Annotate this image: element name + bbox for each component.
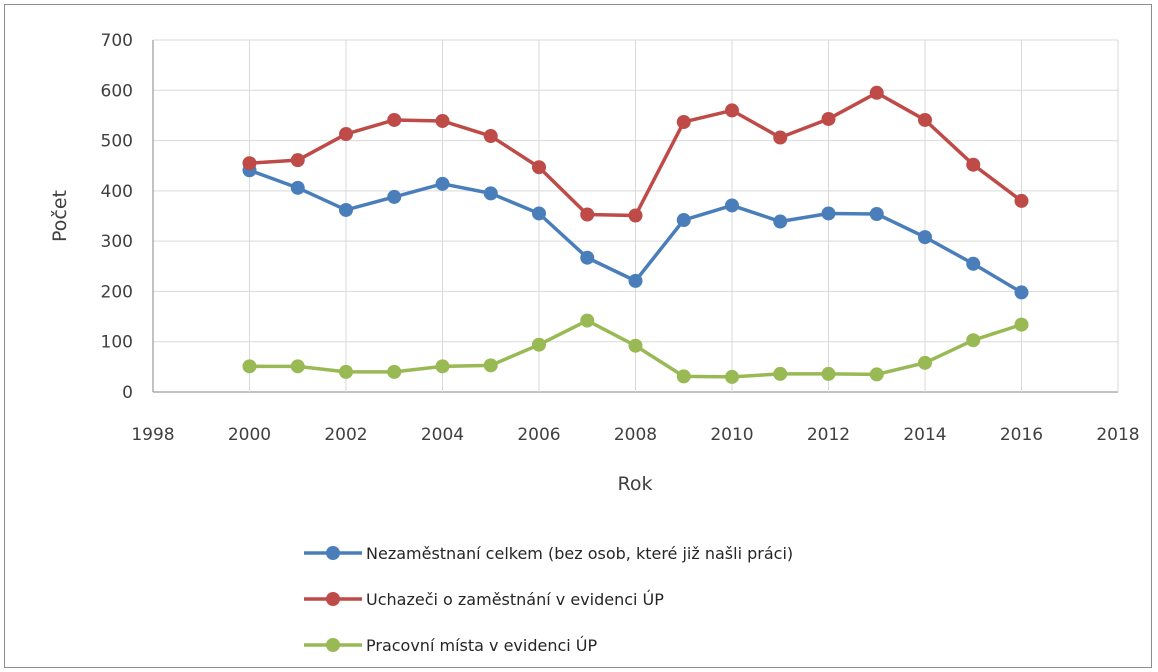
x-tick-labels: 1998 2000 2002 2004 2006 2008 2010 2012 2014 2016… — [131, 425, 1139, 445]
data-point — [339, 202, 353, 217]
data-point — [773, 214, 788, 229]
data-point — [580, 250, 595, 265]
data-point — [773, 130, 788, 145]
y-tick-label: 0 — [122, 383, 133, 403]
data-point — [242, 359, 257, 374]
data-point — [532, 206, 546, 221]
legend-label-1: Nezaměstnaní celkem (bez osob, které již… — [366, 544, 793, 563]
x-tick-label: 2016 — [1000, 425, 1043, 445]
data-point — [483, 129, 498, 144]
x-tick-label: 2008 — [614, 425, 657, 445]
data-point — [435, 113, 450, 128]
data-point — [628, 273, 643, 288]
data-point — [290, 359, 305, 374]
legend-marker-3 — [326, 638, 340, 652]
data-point — [483, 358, 498, 373]
y-tick-label: 200 — [101, 282, 133, 302]
grid-lines — [152, 39, 1119, 393]
x-tick-label: 2000 — [228, 425, 271, 445]
chart-frame — [4, 4, 1152, 668]
data-point — [580, 207, 595, 222]
data-point — [1014, 317, 1029, 332]
y-tick-label: 400 — [101, 182, 133, 202]
data-point — [1014, 285, 1029, 300]
data-point — [869, 367, 884, 382]
legend-marker-1 — [326, 546, 340, 560]
data-point — [725, 103, 739, 118]
legend: Nezaměstnaní celkem (bez osob, které již… — [304, 544, 793, 655]
data-point — [676, 114, 691, 129]
x-tick-label: 2018 — [1096, 425, 1139, 445]
data-point — [773, 366, 788, 381]
data-point — [821, 111, 836, 126]
data-point — [628, 208, 643, 223]
x-tick-label: 2010 — [710, 425, 753, 445]
data-point — [339, 364, 353, 379]
y-tick-label: 300 — [101, 232, 133, 252]
data-point — [966, 333, 981, 348]
data-point — [435, 176, 450, 191]
y-tick-label: 600 — [101, 81, 133, 101]
legend-marker-2 — [326, 592, 340, 606]
data-point — [435, 359, 450, 374]
legend-label-2: Uchazeči o zaměstnání v evidenci ÚP — [366, 590, 664, 609]
y-tick-label: 100 — [101, 333, 133, 353]
x-tick-label: 2012 — [807, 425, 850, 445]
data-point — [918, 355, 932, 370]
x-axis-title: Rok — [618, 473, 653, 495]
data-point — [387, 364, 402, 379]
data-point — [580, 313, 595, 328]
data-point — [242, 156, 257, 171]
x-tick-label: 1998 — [131, 425, 174, 445]
data-point — [1014, 193, 1029, 208]
data-point — [676, 213, 691, 228]
data-point — [532, 160, 546, 175]
data-point — [339, 127, 353, 142]
data-point — [628, 338, 643, 353]
data-point — [290, 153, 305, 168]
data-point — [725, 198, 739, 213]
x-tick-label: 2014 — [903, 425, 946, 445]
data-point — [532, 337, 546, 352]
data-point — [290, 180, 305, 195]
data-point — [387, 112, 402, 127]
data-point — [869, 206, 884, 221]
data-point — [918, 230, 932, 245]
x-tick-label: 2006 — [517, 425, 560, 445]
data-point — [821, 366, 836, 381]
y-axis-title: Počet — [49, 190, 71, 242]
data-point — [821, 206, 836, 221]
data-point — [676, 369, 691, 384]
data-point — [387, 189, 402, 204]
data-point — [483, 186, 498, 201]
y-tick-labels: 0 100 200 300 400 500 600 700 — [101, 31, 133, 403]
data-point — [966, 157, 981, 172]
data-point — [918, 112, 932, 127]
x-tick-label: 2002 — [324, 425, 367, 445]
y-tick-label: 500 — [101, 132, 133, 152]
plot-area — [242, 85, 1029, 384]
data-point — [966, 256, 981, 271]
x-tick-label: 2004 — [421, 425, 464, 445]
y-tick-label: 700 — [101, 31, 133, 51]
data-point — [869, 85, 884, 100]
data-point — [725, 369, 739, 384]
legend-label-3: Pracovní místa v evidenci ÚP — [366, 636, 598, 655]
